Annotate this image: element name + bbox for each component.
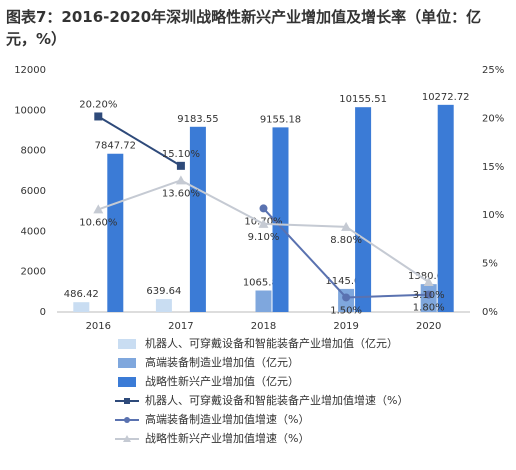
- legend-marker: [124, 417, 130, 423]
- legend-marker: [124, 398, 130, 404]
- legend-marker: [123, 435, 131, 442]
- bar-value-label: 1380.69: [408, 271, 449, 282]
- line-value-label: 1.80%: [413, 303, 445, 314]
- bar-value-label: 486.42: [64, 289, 99, 300]
- legend-swatch: [118, 339, 136, 349]
- x-tick-label: 2016: [86, 321, 111, 332]
- line-marker: [259, 204, 268, 213]
- y2-tick-label: 20%: [482, 113, 504, 124]
- y2-tick-label: 25%: [482, 65, 504, 76]
- y-tick-label: 12000: [14, 65, 46, 76]
- legend-label: 高端装备制造业增加值增速（%）: [145, 412, 309, 426]
- line-value-label: 8.80%: [330, 235, 362, 246]
- line-marker: [341, 221, 352, 231]
- chart-title: 图表7：2016-2020年深圳战略性新兴产业增加值及增长率（单位：亿元，%）: [6, 8, 482, 48]
- line-marker: [175, 175, 186, 185]
- line-marker: [176, 161, 185, 170]
- y2-tick-label: 5%: [482, 259, 498, 270]
- line-marker: [342, 293, 351, 302]
- bar: [73, 302, 90, 312]
- bar: [272, 127, 289, 312]
- line-value-label: 3.10%: [413, 290, 445, 301]
- y-tick-label: 0: [40, 307, 46, 318]
- line-marker: [93, 204, 104, 214]
- legend-swatch: [118, 358, 136, 368]
- legend-label: 高端装备制造业增加值（亿元）: [145, 355, 299, 369]
- bar-value-label: 1145.07: [325, 276, 366, 287]
- y2-tick-label: 10%: [482, 210, 504, 221]
- bar-value-label: 9183.55: [177, 114, 218, 125]
- bar: [107, 153, 124, 312]
- y-tick-label: 10000: [14, 105, 46, 116]
- line-marker: [94, 112, 103, 121]
- line: [97, 115, 182, 167]
- line-value-label: 13.60%: [162, 188, 200, 199]
- y-tick-label: 6000: [21, 186, 46, 197]
- bar: [155, 299, 172, 312]
- bar: [255, 290, 272, 312]
- line-marker: [423, 276, 434, 286]
- legend-label: 战略性新兴产业增加值增速（%）: [145, 431, 309, 445]
- x-tick-label: 2019: [333, 321, 358, 332]
- y-tick-label: 4000: [21, 226, 46, 237]
- y2-tick-label: 0%: [482, 307, 498, 318]
- y2-tick-label: 15%: [482, 162, 504, 173]
- line-value-label: 1.50%: [330, 305, 362, 316]
- bar-value-label: 10155.51: [339, 94, 387, 105]
- line-value-label: 15.10%: [162, 149, 200, 160]
- line-marker: [258, 218, 269, 228]
- bar-value-label: 1065.82: [243, 278, 284, 289]
- legend-label: 机器人、可穿戴设备和智能装备产业增加值增速（%）: [145, 393, 408, 407]
- x-tick-label: 2018: [251, 321, 276, 332]
- legend-label: 机器人、可穿戴设备和智能装备产业增加值（亿元）: [145, 336, 398, 350]
- line-value-label: 9.10%: [248, 232, 280, 243]
- bar: [189, 126, 206, 313]
- legend-label: 战略性新兴产业增加值（亿元）: [145, 374, 299, 388]
- bar: [437, 104, 454, 312]
- y-tick-label: 8000: [21, 146, 46, 157]
- y-tick-label: 2000: [21, 267, 46, 278]
- bar-value-label: 10272.72: [422, 92, 470, 103]
- bar-value-label: 639.64: [146, 286, 181, 297]
- bar-value-label: 9155.18: [260, 114, 301, 125]
- line-marker: [424, 290, 433, 299]
- legend-swatch: [118, 377, 136, 387]
- line-value-label: 20.20%: [79, 99, 117, 110]
- x-tick-label: 2017: [168, 321, 193, 332]
- line-value-label: 10.60%: [79, 217, 117, 228]
- bar: [355, 107, 372, 313]
- bar-value-label: 7847.72: [95, 141, 136, 152]
- x-tick-label: 2020: [416, 321, 441, 332]
